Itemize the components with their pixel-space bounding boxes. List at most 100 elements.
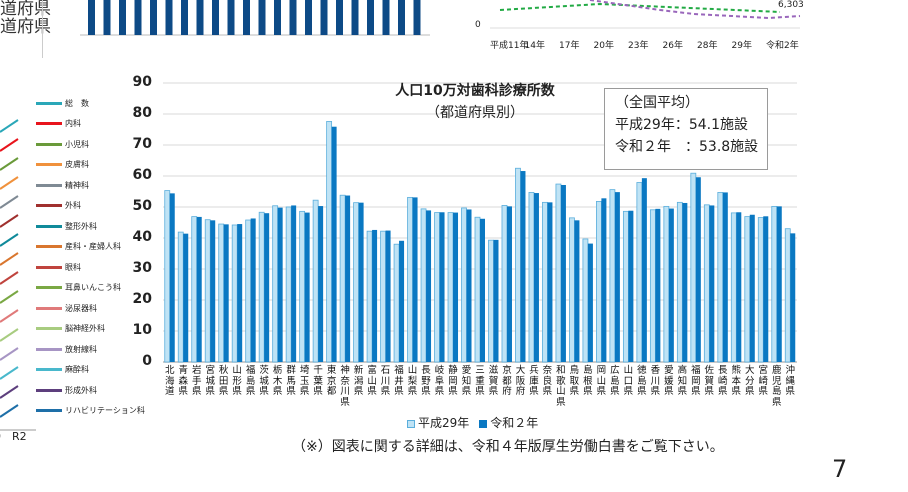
left-series-line (0, 214, 19, 228)
x-tick-label: 秋田県 (218, 365, 229, 397)
top-bar (258, 0, 266, 35)
bar-h29 (339, 194, 346, 363)
bar-h29 (474, 216, 481, 363)
bar-h29 (380, 230, 386, 363)
bar-h29 (245, 219, 252, 363)
bar-r2 (614, 192, 620, 362)
left-x-label-r2: R2 (12, 430, 27, 443)
bar-r2 (264, 213, 270, 362)
bar-h29 (582, 238, 589, 363)
divider (42, 0, 43, 58)
x-tick-label: 愛知県 (461, 365, 472, 397)
top-bar (398, 0, 405, 35)
bar-h29 (528, 192, 535, 363)
bar-h29 (461, 207, 467, 363)
bar-h29 (285, 206, 292, 363)
bar-h29 (204, 219, 211, 363)
top-bar (119, 0, 126, 35)
bar-h29 (393, 243, 400, 363)
average-h29: 平成29年：54.1施設 (615, 117, 748, 133)
left-series-line (0, 404, 19, 418)
legend-label: 内科 (65, 119, 81, 128)
bar-r2 (250, 218, 256, 362)
x-tick-label: 栃木県 (272, 365, 283, 397)
bar-r2 (210, 220, 216, 362)
bar-h29 (757, 217, 764, 363)
legend-swatch (36, 204, 62, 207)
x-tick-label: 北海道 (164, 365, 175, 397)
top-bar (165, 0, 173, 35)
x-tick-label: 兵庫県 (529, 365, 539, 397)
x-tick-label: 宮崎県 (758, 365, 769, 397)
bar-h29 (784, 228, 791, 363)
top-bar (103, 0, 111, 35)
left-legend-item: 眼科 (36, 260, 81, 274)
y-tick-label: 40 (132, 229, 152, 245)
left-line-chart-fragment (0, 119, 36, 431)
left-legend-item: 産科・産婦人科 (36, 240, 121, 254)
legend-label: リハビリテーション科 (65, 406, 145, 415)
legend-label: 形成外科 (65, 385, 97, 395)
bar-r2 (520, 171, 526, 362)
left-legend-item: 精神科 (36, 178, 89, 192)
top-bar (181, 0, 188, 35)
bar-r2 (304, 212, 310, 362)
bar-h29 (218, 223, 225, 363)
bar-r2 (547, 202, 553, 362)
left-x-label-0: 0 (0, 430, 1, 443)
x-tick-label: 宮城県 (205, 365, 215, 397)
left-series-line (0, 271, 19, 285)
bar-r2 (237, 224, 243, 362)
legend-label: 眼科 (65, 262, 81, 272)
bar-r2 (763, 216, 769, 362)
legend-swatch (36, 409, 62, 412)
legend-item-r2: 令和２年 (479, 414, 538, 431)
bar-h29 (663, 205, 670, 363)
bar-r2 (736, 212, 742, 362)
national-average-box: （全国平均） 平成29年：54.1施設 令和２年 ：53.8施設 (604, 88, 768, 170)
bar-h29 (730, 212, 737, 363)
bar-h29 (164, 190, 171, 363)
average-heading: （全国平均） (615, 95, 699, 111)
bar-h29 (717, 192, 724, 363)
top-line-chart-fragment (490, 0, 801, 29)
top-bar (382, 0, 390, 35)
left-legend-item: 外科 (36, 199, 81, 213)
legend-label-h29: 平成29年 (418, 416, 470, 430)
legend-swatch (36, 142, 62, 146)
left-series-line (0, 366, 19, 380)
bar-r2 (722, 192, 728, 362)
chart-legend: 平成29年 令和２年 (407, 414, 538, 431)
top-bar (196, 0, 204, 35)
bar-r2 (749, 214, 755, 362)
bar-r2 (601, 198, 607, 362)
bar-r2 (399, 240, 405, 362)
bar-r2 (318, 206, 324, 362)
legend-label: 泌尿器科 (65, 303, 97, 313)
left-legend-item: 小児科 (36, 137, 89, 151)
bar-h29 (676, 201, 683, 363)
bar-h29 (515, 167, 521, 363)
x-tick-label: 大阪府 (515, 365, 526, 397)
y-tick-label: 80 (132, 105, 152, 121)
legend-swatch (36, 265, 62, 269)
bar-h29 (542, 201, 548, 363)
legend-label: 耳鼻いんこう科 (65, 283, 121, 292)
bar-h29 (191, 216, 198, 363)
bar-r2 (695, 177, 701, 362)
bar-r2 (533, 193, 539, 362)
bar-r2 (331, 126, 337, 363)
x-tick-label: 沖縄県 (785, 365, 795, 397)
x-tick-label: 山形県 (232, 365, 242, 397)
bar-h29 (312, 199, 319, 363)
left-series-line (0, 176, 19, 190)
x-tick-label: 大分県 (745, 365, 755, 397)
y-tick-label: 10 (132, 322, 152, 338)
bar-r2 (668, 208, 674, 362)
legend-label: 麻酔科 (65, 365, 89, 374)
legend-swatch (36, 388, 62, 392)
legend-swatch (36, 347, 62, 351)
chart-title: 人口10万対歯科診療所数 (395, 83, 555, 99)
average-r2: 令和２年 ：53.8施設 (615, 139, 759, 155)
top-right-end-label: 6,303 (778, 0, 804, 10)
